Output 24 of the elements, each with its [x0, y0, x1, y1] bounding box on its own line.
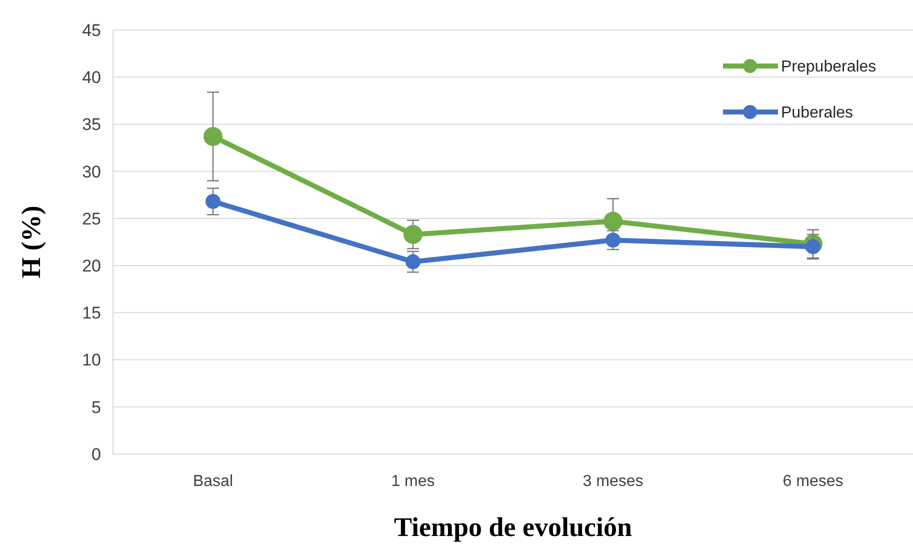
legend-label: Puberales: [781, 104, 854, 122]
y-tick-label: 5: [92, 398, 101, 417]
y-tick-label: 35: [82, 115, 101, 134]
y-axis-title: H (%): [16, 206, 46, 278]
point: [604, 212, 622, 231]
y-tick-label: 45: [82, 20, 101, 40]
point: [204, 126, 222, 146]
point: [406, 254, 420, 270]
legend-label: Prepuberales: [781, 58, 876, 76]
point: [404, 224, 422, 244]
y-tick-label: 10: [82, 350, 101, 370]
point: [206, 194, 220, 209]
x-tick-label: 6 meses: [782, 473, 844, 490]
y-tick-label: 0: [92, 444, 101, 464]
y-tick-label: 25: [82, 209, 101, 228]
y-tick-label: 20: [82, 256, 101, 276]
x-tick-label: 1 mes: [391, 473, 435, 490]
x-tick-label: 3 meses: [582, 473, 644, 490]
x-tick-label: Basal: [192, 473, 234, 490]
point: [806, 239, 820, 254]
y-tick-label: 30: [82, 162, 101, 182]
x-axis-title: Tiempo de evolución: [394, 512, 632, 542]
y-tick-label: 15: [82, 304, 101, 323]
y-tick-label: 40: [82, 68, 101, 88]
